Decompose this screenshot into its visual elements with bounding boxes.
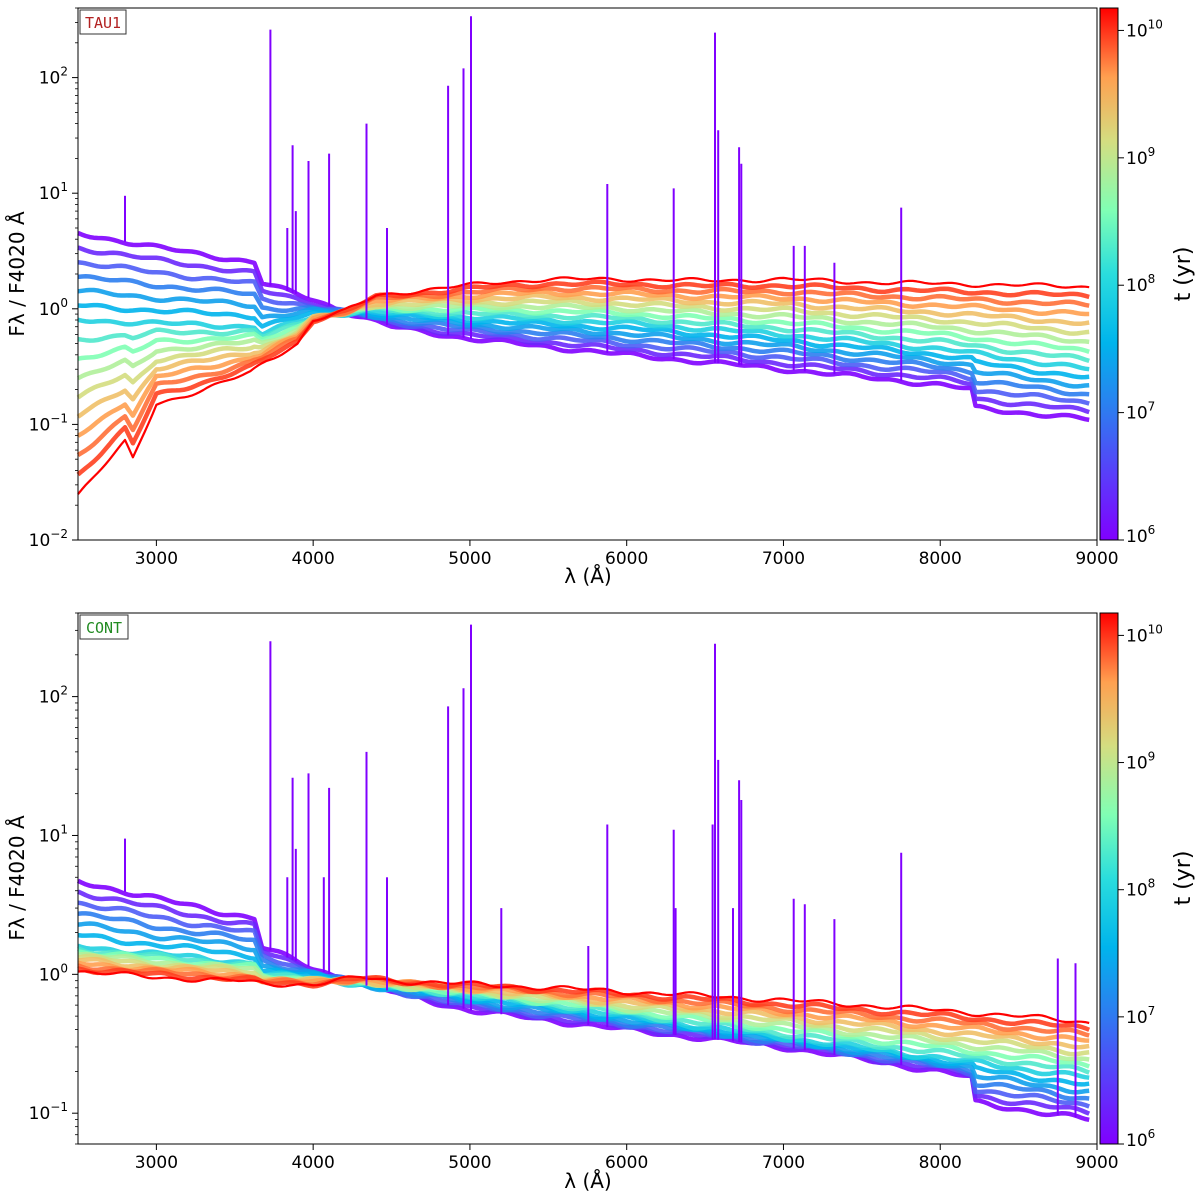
plot-frame — [77, 612, 1098, 1145]
series-line — [77, 966, 1091, 1032]
x-axis-label: λ (Å) — [564, 1169, 611, 1193]
x-tick-label: 7000 — [762, 1153, 805, 1173]
y-tick-label: 102 — [39, 684, 68, 708]
colorbar-tick-label: 106 — [1126, 523, 1155, 547]
colorbar-tick-label: 1010 — [1126, 622, 1163, 646]
colorbar-label: t (yr) — [1171, 851, 1196, 906]
series-line — [77, 302, 1090, 380]
series-line — [77, 305, 1090, 364]
panel-tau1: 3000 4000 5000 6000 7000 8000 9000 10−2 10−1 100 1… — [5, 7, 1196, 588]
series-line — [76, 279, 1090, 477]
x-tick-label: 4000 — [292, 1153, 335, 1173]
x-tick-label: 5000 — [448, 1153, 491, 1173]
y-axis-label: Fλ / F4020 Å — [5, 211, 29, 337]
series-line-oldest — [77, 970, 1090, 1025]
series-line — [77, 308, 1090, 372]
x-tick-label: 8000 — [919, 549, 962, 569]
y-tick-label: 10−1 — [29, 1100, 68, 1124]
y-tick-label: 10−1 — [29, 411, 68, 435]
panel-cont: 3000 4000 5000 6000 7000 8000 9000 10−1 100 101 10… — [5, 612, 1196, 1193]
y-tick-label: 100 — [39, 961, 68, 985]
x-tick-label: 8000 — [919, 1153, 962, 1173]
colorbar-ticks: 106 107 108 109 1010 — [1118, 622, 1163, 1151]
series-line — [77, 274, 1090, 397]
series-line — [76, 289, 1090, 438]
colorbar-tick-label: 106 — [1126, 1127, 1155, 1151]
panel-label: TAU1 — [85, 14, 121, 32]
series-line — [77, 304, 1090, 361]
colorbar-tick-label: 108 — [1126, 272, 1155, 296]
series-line-youngest — [77, 230, 1090, 423]
series-line — [77, 245, 1090, 415]
y-tick-label: 10−2 — [29, 527, 68, 551]
colorbar-tick-label: 107 — [1126, 400, 1155, 424]
x-axis-label: λ (Å) — [564, 564, 611, 588]
axis-ticks: 3000 4000 5000 6000 7000 8000 9000 10−2 10−1 100 1… — [29, 7, 1119, 569]
plot-area — [76, 624, 1091, 1123]
series-line — [76, 298, 1090, 400]
x-tick-label: 9000 — [1075, 549, 1118, 569]
colorbar — [1099, 7, 1119, 541]
y-tick-label: 101 — [39, 180, 68, 204]
axis-ticks: 3000 4000 5000 6000 7000 8000 9000 10−1 100 101 10… — [29, 612, 1119, 1173]
series-line — [77, 260, 1090, 406]
x-tick-label: 6000 — [605, 549, 648, 569]
plot-frame — [77, 7, 1098, 541]
series-line — [76, 302, 1090, 381]
series-line-youngest — [76, 878, 1090, 1123]
y-tick-label: 101 — [39, 822, 68, 846]
panel-label-box: CONT — [79, 614, 129, 640]
colorbar-tick-label: 109 — [1126, 145, 1155, 169]
y-tick-label: 100 — [39, 296, 68, 320]
series-line-oldest — [77, 276, 1090, 495]
x-tick-label: 7000 — [762, 549, 805, 569]
series-line — [77, 287, 1090, 389]
x-tick-label: 9000 — [1075, 1153, 1118, 1173]
colorbar-tick-label: 1010 — [1126, 17, 1163, 41]
colorbar-ticks: 106 107 108 109 1010 — [1118, 17, 1163, 547]
colorbar-label: t (yr) — [1171, 247, 1196, 302]
panel-label: CONT — [86, 619, 122, 637]
y-axis-label: Fλ / F4020 Å — [5, 815, 29, 941]
x-tick-label: 3000 — [135, 549, 178, 569]
x-tick-label: 5000 — [448, 549, 491, 569]
colorbar — [1099, 612, 1119, 1145]
colorbar-tick-label: 109 — [1126, 750, 1155, 774]
colorbar-tick-label: 107 — [1126, 1004, 1155, 1028]
x-tick-label: 4000 — [292, 549, 335, 569]
series-line — [76, 293, 1090, 419]
series-line — [77, 953, 1090, 1057]
x-tick-label: 6000 — [605, 1153, 648, 1173]
plot-area — [76, 16, 1090, 495]
x-tick-label: 3000 — [135, 1153, 178, 1173]
panel-label-box: TAU1 — [79, 9, 127, 35]
series-line — [76, 284, 1090, 458]
colorbar-tick-label: 108 — [1126, 877, 1155, 901]
y-tick-label: 102 — [39, 65, 68, 89]
